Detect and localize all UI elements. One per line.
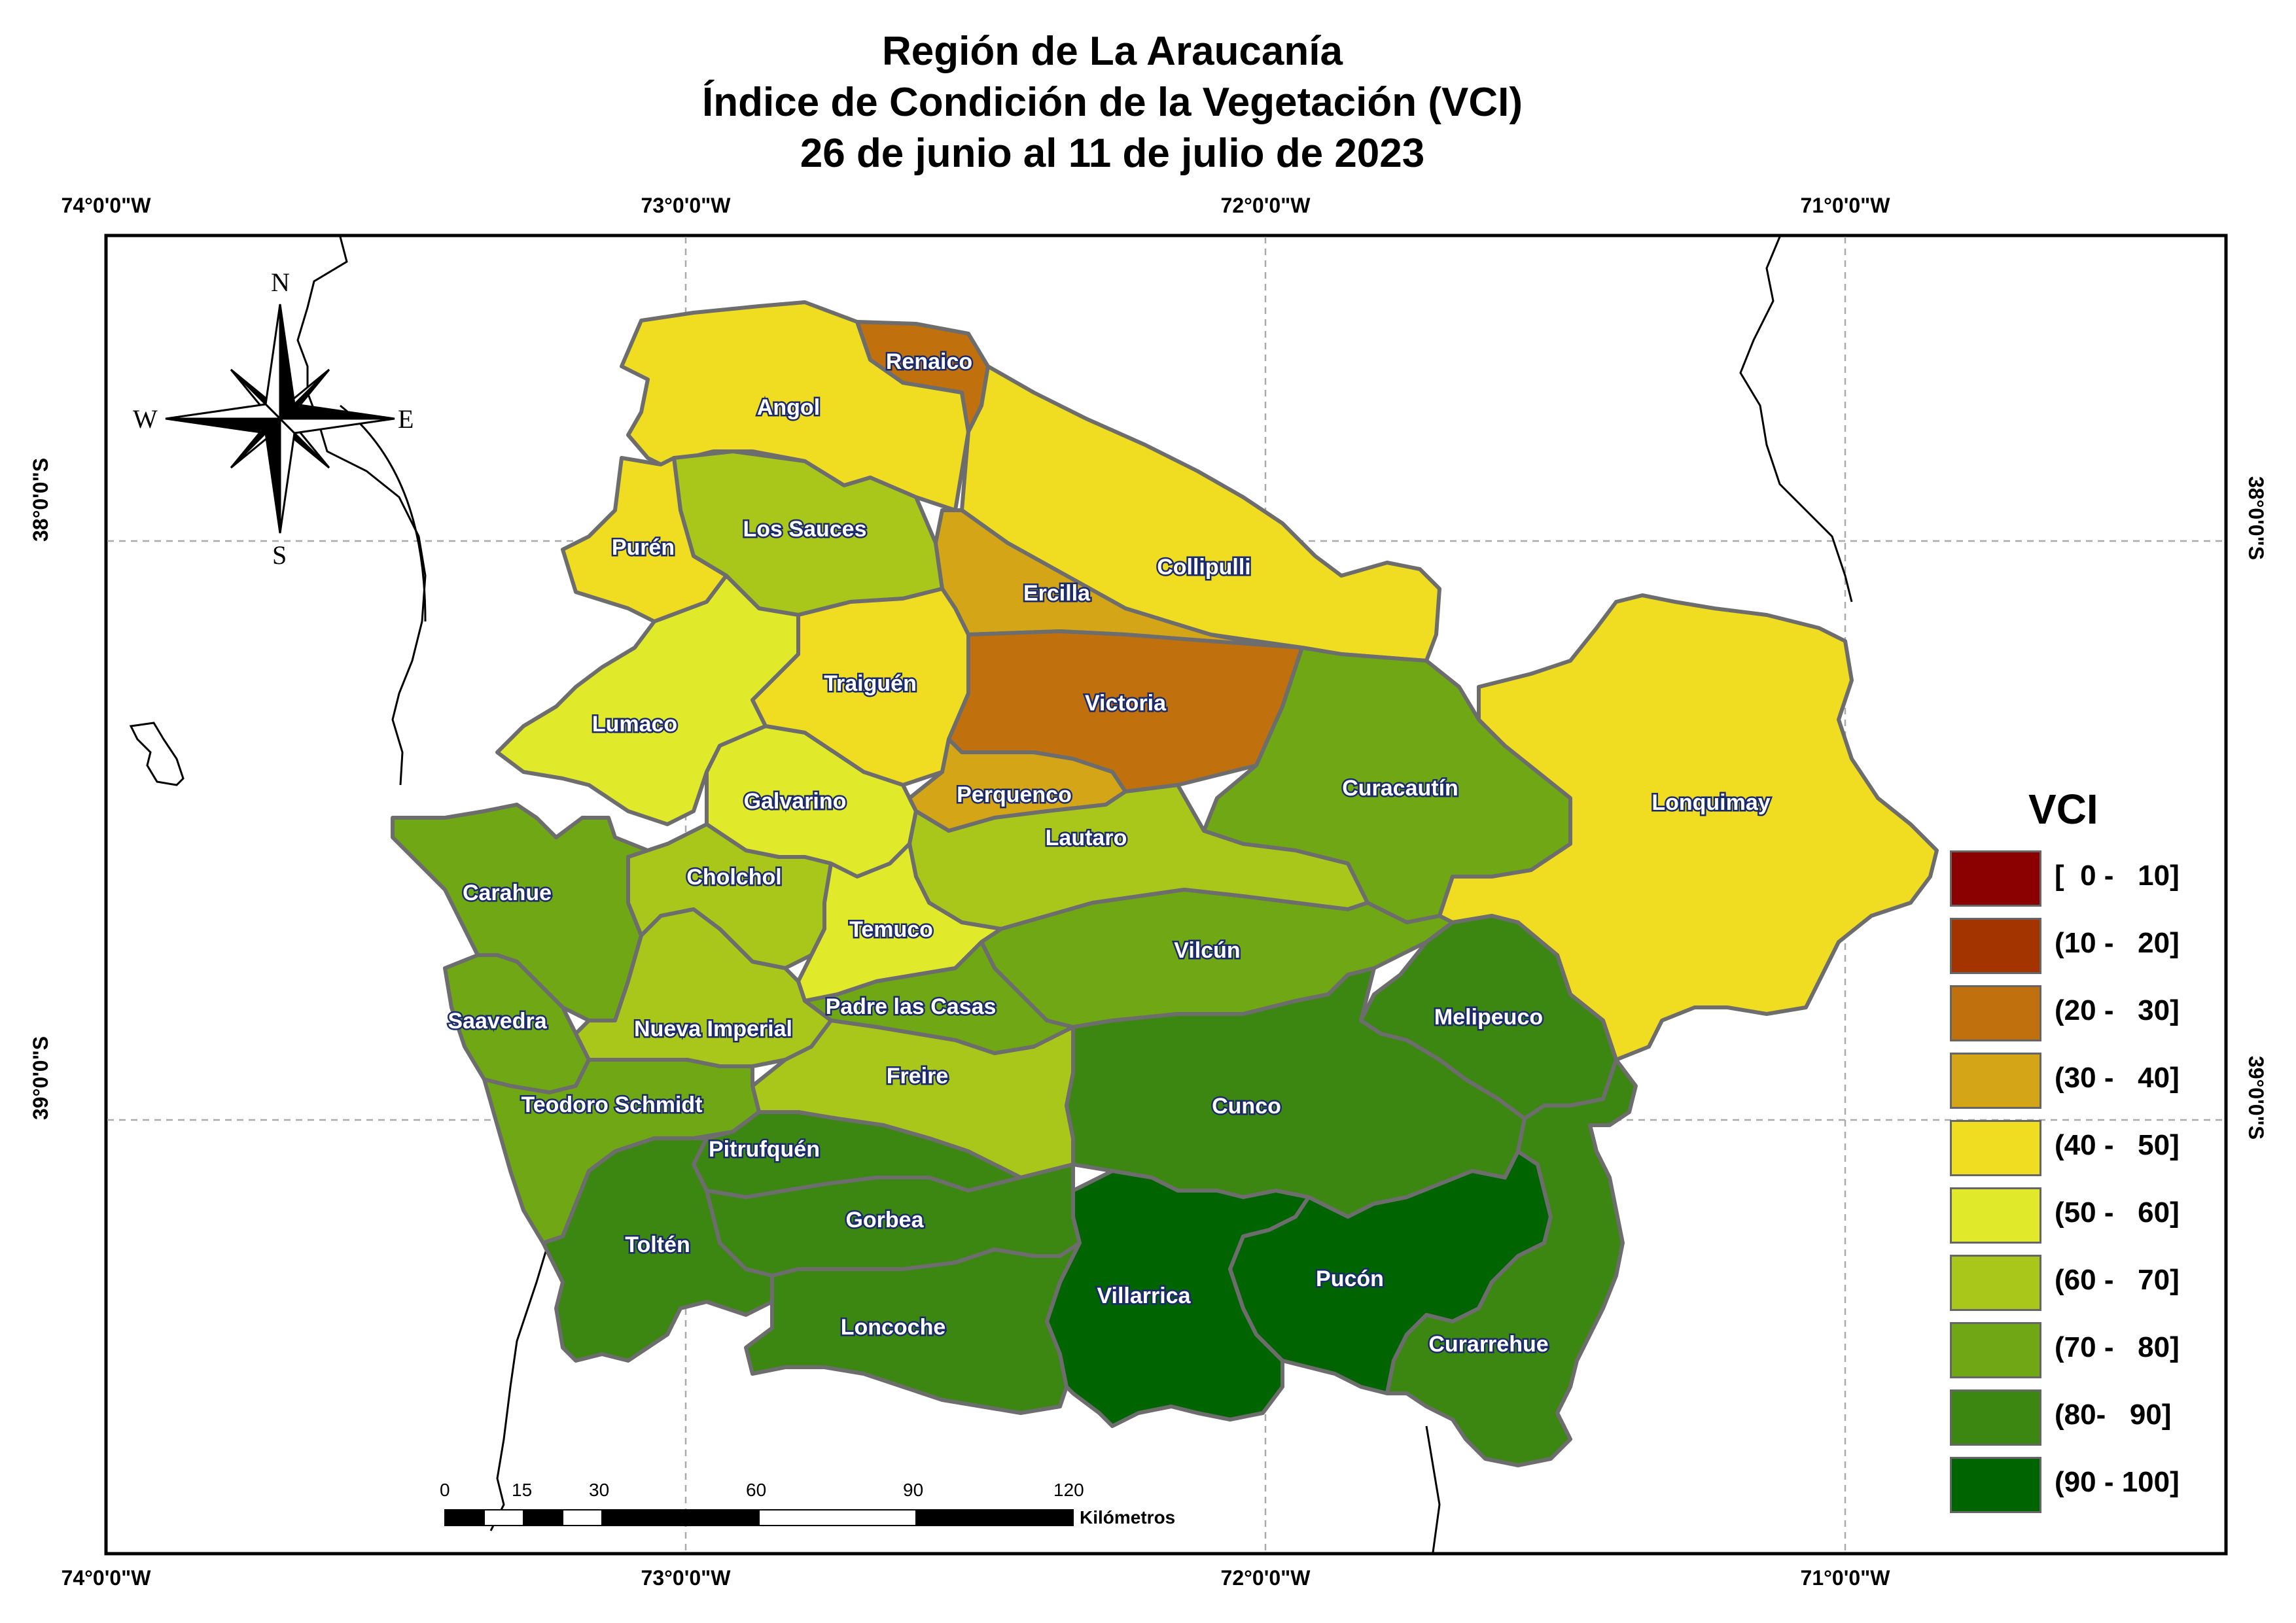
label-padre-las-casas: Padre las Casas [826, 994, 997, 1019]
label-lonquimay: Lonquimay [1651, 790, 1770, 815]
legend-swatch [1950, 1457, 2041, 1513]
label-teodoro-schmidt: Teodoro Schmidt [521, 1092, 702, 1117]
label-victoria: Victoria [1085, 691, 1167, 716]
legend-title: VCI [2028, 786, 2098, 833]
scale-seg-2 [523, 1509, 563, 1526]
commune-lonquimay[interactable] [1438, 593, 1939, 1062]
scale-seg-6 [915, 1509, 1074, 1526]
label-freire: Freire [887, 1064, 949, 1089]
legend-label: (40 - 50] [2055, 1129, 2180, 1161]
label-perquenco: Perquenco [957, 782, 1072, 807]
legend-label: (20 - 30] [2055, 994, 2180, 1026]
label-saavedra: Saavedra [448, 1009, 547, 1034]
label-cunco: Cunco [1212, 1094, 1281, 1119]
legend-swatch [1950, 1322, 2041, 1378]
scale-tick-60: 60 [746, 1480, 767, 1500]
compass-cardinal-points [165, 304, 395, 534]
label-vilcun: Vilcún [1174, 938, 1240, 963]
lon-label-bottom-72: 72°0'0"W [1220, 1566, 1311, 1590]
lon-label-top-73: 73°0'0"W [641, 194, 731, 217]
scale-tick-30: 30 [589, 1480, 610, 1500]
lon-label-top-72: 72°0'0"W [1220, 194, 1311, 217]
scale-tick-0: 0 [440, 1480, 450, 1500]
label-angol: Angol [757, 395, 820, 420]
legend-label: (10 - 20] [2055, 927, 2180, 959]
scale-unit-label: Kilómetros [1080, 1507, 1176, 1527]
scale-seg-1 [484, 1509, 524, 1526]
legend-label: (70 - 80] [2055, 1331, 2180, 1363]
label-lautaro: Lautaro [1046, 826, 1127, 850]
lon-label-bottom-74: 74°0'0"W [61, 1566, 151, 1590]
compass-rose: N S E W [133, 268, 414, 570]
label-nueva-imperial: Nueva Imperial [634, 1017, 792, 1041]
scale-tick-90: 90 [903, 1480, 924, 1500]
scale-seg-3 [562, 1509, 603, 1526]
legend-label: (60 - 70] [2055, 1264, 2180, 1296]
label-puren: Purén [612, 535, 675, 560]
legend-label: (30 - 40] [2055, 1062, 2180, 1094]
compass-e: E [398, 404, 414, 434]
label-loncoche: Loncoche [841, 1315, 946, 1340]
legend-label: (90 - 100] [2055, 1466, 2180, 1498]
label-gorbea: Gorbea [845, 1208, 924, 1232]
lon-label-bottom-73: 73°0'0"W [641, 1566, 731, 1590]
coastline-north [296, 236, 427, 786]
label-los-sauces: Los Sauces [743, 517, 867, 542]
label-carahue: Carahue [463, 881, 552, 905]
label-ercilla: Ercilla [1023, 581, 1091, 606]
lon-label-top-74: 74°0'0"W [61, 194, 151, 217]
legend-swatch [1950, 1187, 2041, 1244]
border-south [1425, 1425, 1441, 1553]
label-tolten: Toltén [625, 1232, 690, 1257]
label-villarrica: Villarrica [1097, 1283, 1191, 1308]
legend-swatch [1950, 918, 2041, 974]
label-curacautin: Curacautín [1342, 776, 1458, 801]
label-cholchol: Cholchol [686, 865, 781, 890]
mocha-island [129, 722, 185, 786]
border-north-east [1739, 236, 1853, 602]
commune-loncoche[interactable] [744, 1241, 1082, 1415]
compass-s: S [272, 540, 287, 570]
label-pitrufquen: Pitrufquén [709, 1137, 820, 1162]
map-title-line-2: Índice de Condición de la Vegetación (VC… [702, 80, 1523, 125]
communes [391, 300, 1939, 1467]
label-melipeuco: Melipeuco [1434, 1005, 1543, 1030]
legend-swatch [1950, 1255, 2041, 1311]
legend-swatch [1950, 1389, 2041, 1446]
map-title-line-1: Región de La Araucanía [882, 29, 1343, 74]
map-title-line-3: 26 de junio al 11 de julio de 2023 [800, 131, 1425, 176]
label-traiguen: Traiguén [824, 671, 917, 696]
legend-swatch [1950, 850, 2041, 907]
compass-n: N [271, 268, 290, 297]
label-temuco: Temuco [849, 917, 933, 942]
commune-labels: Renaico Angol Collipulli Los Sauces Puré… [446, 348, 1772, 1359]
label-pucon: Pucón [1316, 1266, 1384, 1291]
commune-curarrehue[interactable] [1385, 1058, 1638, 1467]
legend-swatch [1950, 1120, 2041, 1176]
label-renaico: Renaico [886, 349, 972, 374]
legend-label: (80- 90] [2055, 1399, 2172, 1431]
legend-swatch [1950, 1053, 2041, 1109]
map-frame [104, 234, 2228, 1556]
scale-tick-120: 120 [1053, 1480, 1084, 1500]
legend-label: [ 0 - 10] [2055, 860, 2180, 892]
label-curarrehue: Curarrehue [1428, 1332, 1548, 1357]
scale-seg-5 [758, 1509, 917, 1526]
label-lumaco: Lumaco [592, 712, 677, 737]
scale-seg-4 [601, 1509, 760, 1526]
scale-seg-0 [444, 1509, 485, 1526]
label-collipulli: Collipulli [1157, 555, 1251, 580]
legend-swatch [1950, 985, 2041, 1041]
lon-label-top-71: 71°0'0"W [1800, 194, 1890, 217]
scale-bar [444, 1509, 1074, 1526]
compass-w: W [133, 404, 158, 434]
label-galvarino: Galvarino [744, 789, 847, 814]
legend-label: (50 - 60] [2055, 1196, 2180, 1229]
lon-label-bottom-71: 71°0'0"W [1800, 1566, 1890, 1590]
commune-lumaco[interactable] [495, 574, 800, 826]
scale-tick-15: 15 [512, 1480, 533, 1500]
compass-arc [340, 404, 427, 622]
